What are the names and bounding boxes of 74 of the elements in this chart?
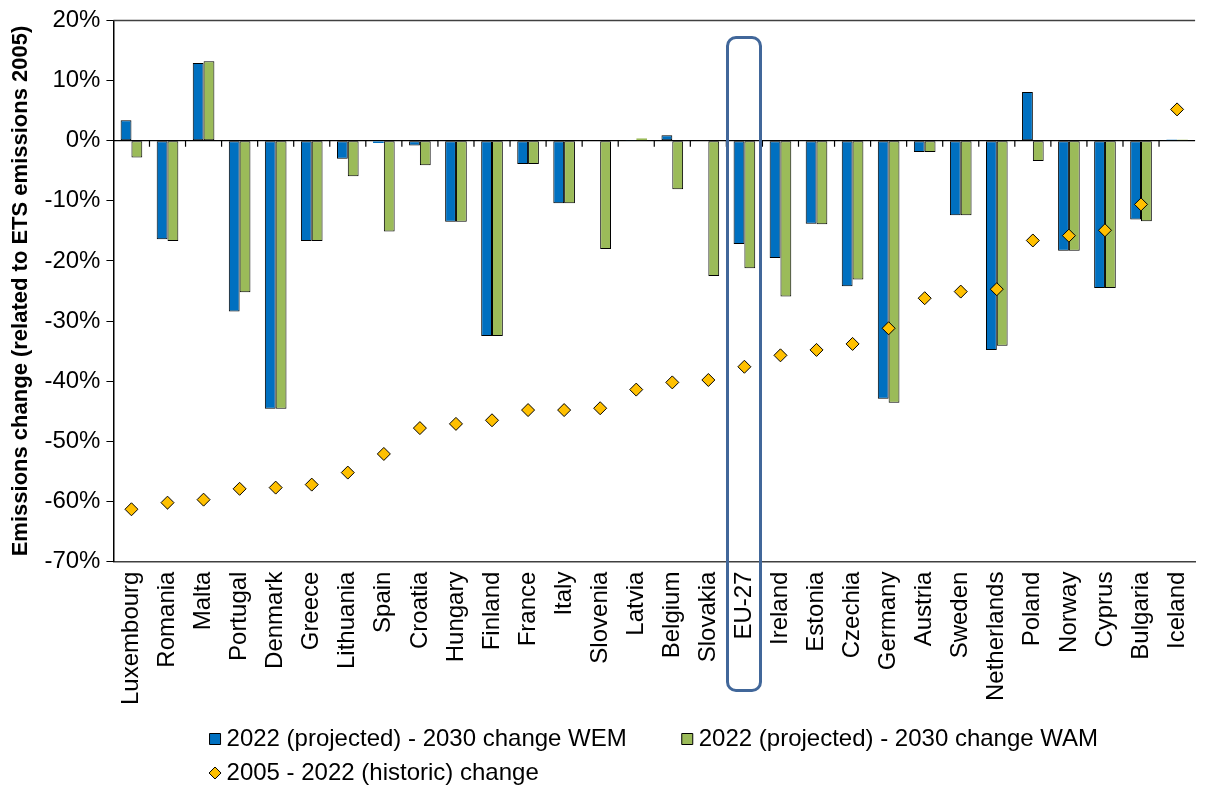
- point: [232, 481, 247, 496]
- x-tick-label: Iceland: [1161, 571, 1189, 649]
- point: [196, 492, 211, 507]
- x-tick-label: Germany: [873, 571, 901, 671]
- x-tick-label: Slovenia: [584, 570, 612, 664]
- x-tick-label: Italy: [548, 571, 576, 616]
- x-tick-label: Netherlands: [981, 571, 1009, 701]
- point: [1025, 233, 1040, 248]
- point: [881, 321, 896, 336]
- point: [160, 495, 175, 510]
- y-tick-label: 10%: [52, 65, 101, 93]
- point: [809, 342, 824, 357]
- x-tick-label: Czechia: [837, 570, 865, 659]
- y-tick-label: -40%: [44, 365, 101, 393]
- point: [340, 465, 355, 480]
- x-tick-label: Sweden: [945, 571, 973, 659]
- x-tick-label: Spain: [368, 571, 396, 633]
- x-tick-label: Ireland: [765, 571, 793, 645]
- point: [665, 375, 680, 390]
- point: [1170, 102, 1185, 117]
- point: [773, 348, 788, 363]
- x-tick-label: Norway: [1053, 571, 1081, 653]
- point: [917, 291, 932, 306]
- x-tick-label: Portugal: [224, 571, 252, 661]
- x-tick-label: EU-27: [729, 571, 757, 640]
- y-tick-label: 20%: [52, 5, 101, 33]
- point: [304, 477, 319, 492]
- x-tick-label: Lithuania: [332, 570, 360, 669]
- x-tick-label: Denmark: [260, 570, 288, 669]
- y-tick-label: -20%: [44, 245, 101, 273]
- legend-label: 2022 (projected) - 2030 change WAM: [698, 723, 1099, 751]
- x-tick-label: Greece: [296, 571, 324, 651]
- y-tick-label: -10%: [44, 185, 101, 213]
- x-tick-label: Estonia: [801, 570, 829, 652]
- point: [124, 502, 139, 517]
- x-tick-label: France: [512, 571, 540, 647]
- point: [376, 446, 391, 461]
- x-tick-label: Hungary: [440, 571, 468, 663]
- x-tick-label: Bulgaria: [1125, 570, 1153, 660]
- point: [521, 403, 536, 418]
- y-axis-title: Emissions change (related to ETS emissions 2005): [7, 25, 33, 557]
- x-tick-label: Belgium: [656, 571, 684, 659]
- y-tick-label: -70%: [44, 546, 101, 574]
- x-tick-label: Malta: [188, 570, 216, 631]
- point: [448, 416, 463, 431]
- y-tick-label: -50%: [44, 425, 101, 453]
- x-tick-label: Poland: [1017, 571, 1045, 647]
- point: [268, 480, 283, 495]
- point: [737, 359, 752, 374]
- y-tick-label: -30%: [44, 305, 101, 333]
- point: [1134, 197, 1149, 212]
- point: [989, 282, 1004, 297]
- point: [485, 413, 500, 428]
- point: [953, 284, 968, 299]
- point: [1097, 223, 1112, 238]
- x-tick-label: Austria: [909, 570, 937, 647]
- x-tick-label: Luxembourg: [116, 571, 144, 705]
- point: [1061, 228, 1076, 243]
- x-tick-label: Finland: [476, 571, 504, 651]
- x-tick-label: Latvia: [620, 570, 648, 636]
- y-tick-label: -60%: [44, 486, 101, 514]
- point: [701, 372, 716, 387]
- x-tick-label: Romania: [152, 570, 180, 668]
- point: [593, 401, 608, 416]
- x-tick-label: Cyprus: [1089, 571, 1117, 648]
- legend-label: 2005 - 2022 (historic) change: [226, 757, 539, 785]
- x-tick-label: Croatia: [404, 570, 432, 649]
- x-tick-label: Slovakia: [692, 570, 720, 663]
- point: [629, 382, 644, 397]
- y-tick-label: 0%: [65, 125, 101, 153]
- point: [845, 336, 860, 351]
- point: [557, 403, 572, 418]
- point: [412, 421, 427, 436]
- legend-label: 2022 (projected) - 2030 change WEM: [226, 723, 627, 751]
